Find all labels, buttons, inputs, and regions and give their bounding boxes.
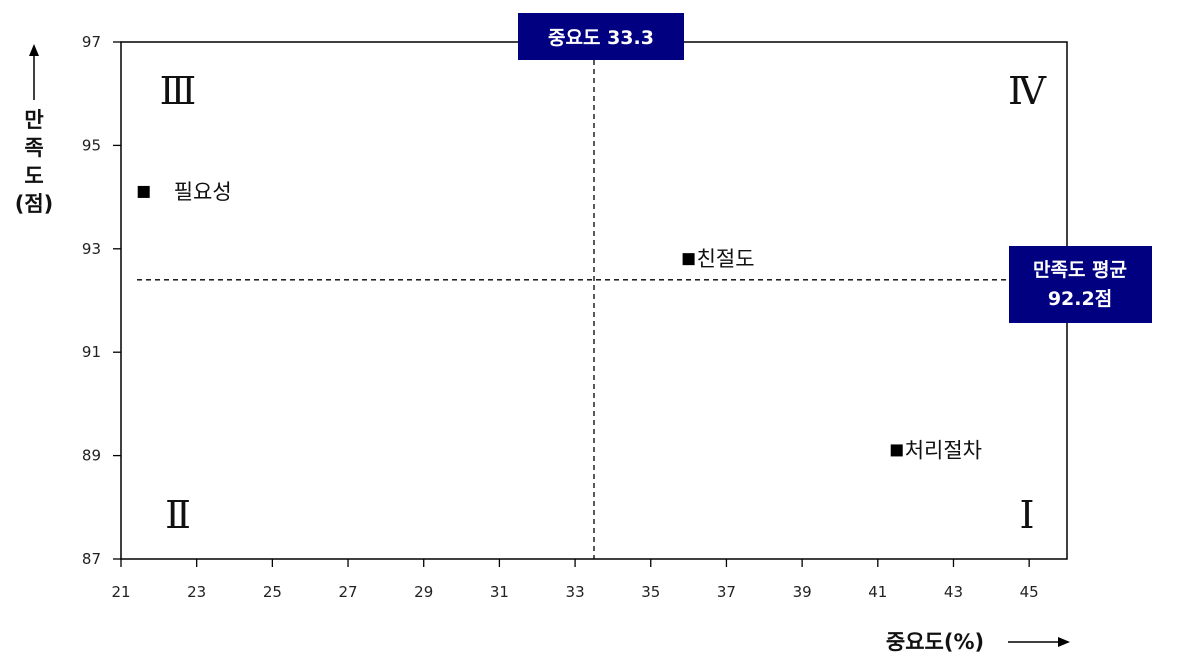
y-axis-title: 만 족 도 (점) — [15, 44, 54, 216]
data-point-marker — [682, 253, 695, 266]
data-point-marker — [137, 185, 150, 198]
x-axis-ticks: 21 23 25 27 29 31 33 35 37 39 41 43 45 — [111, 559, 1039, 601]
x-tick-label: 33 — [566, 583, 585, 601]
y-axis-title-char-2: 족 — [24, 136, 43, 160]
data-point-label: 친절도 — [697, 247, 755, 271]
x-axis-title: 중요도(%) — [886, 630, 1070, 654]
x-tick-label: 21 — [111, 583, 130, 601]
y-tick-label: 95 — [82, 136, 101, 154]
plot-area — [120, 41, 1068, 560]
y-axis-title-char-1: 만 — [24, 108, 43, 132]
y-tick-label: 97 — [82, 33, 101, 51]
x-tick-label: 23 — [187, 583, 206, 601]
x-tick-label: 43 — [944, 583, 963, 601]
satisfaction-callout: 만족도 평균 92.2점 — [1009, 246, 1152, 323]
y-axis-ticks: 87 89 91 93 95 97 — [82, 33, 121, 568]
y-tick-label: 93 — [82, 240, 101, 258]
quadrant-label-bottom-right: Ⅰ — [1019, 493, 1034, 537]
data-point-marker — [890, 444, 903, 457]
y-axis-title-char-4: (점) — [15, 192, 54, 216]
x-tick-label: 37 — [717, 583, 736, 601]
quadrant-label-top-left: Ⅲ — [160, 69, 197, 113]
importance-callout-text: 중요도 33.3 — [548, 27, 654, 49]
x-tick-label: 27 — [338, 583, 357, 601]
x-tick-label: 31 — [490, 583, 509, 601]
x-tick-label: 41 — [868, 583, 887, 601]
data-point-label: 처리절차 — [905, 438, 982, 462]
y-tick-label: 91 — [82, 343, 101, 361]
x-tick-label: 45 — [1020, 583, 1039, 601]
satisfaction-callout-line-2: 92.2점 — [1048, 288, 1112, 310]
data-point-label: 필요성 — [174, 180, 232, 204]
importance-callout: 중요도 33.3 — [518, 13, 684, 60]
x-tick-label: 39 — [793, 583, 812, 601]
y-tick-label: 87 — [82, 550, 101, 568]
importance-callout-box — [518, 13, 684, 60]
quadrant-label-bottom-left: Ⅱ — [165, 493, 191, 537]
x-axis-title-text: 중요도(%) — [886, 630, 984, 654]
x-tick-label: 29 — [414, 583, 433, 601]
satisfaction-callout-box — [1009, 246, 1152, 323]
quadrant-label-top-right: Ⅳ — [1008, 69, 1047, 113]
y-tick-label: 89 — [82, 447, 101, 465]
x-tick-label: 35 — [641, 583, 660, 601]
y-axis-title-char-3: 도 — [24, 164, 43, 188]
x-tick-label: 25 — [263, 583, 282, 601]
satisfaction-callout-line-1: 만족도 평균 — [1033, 259, 1127, 281]
